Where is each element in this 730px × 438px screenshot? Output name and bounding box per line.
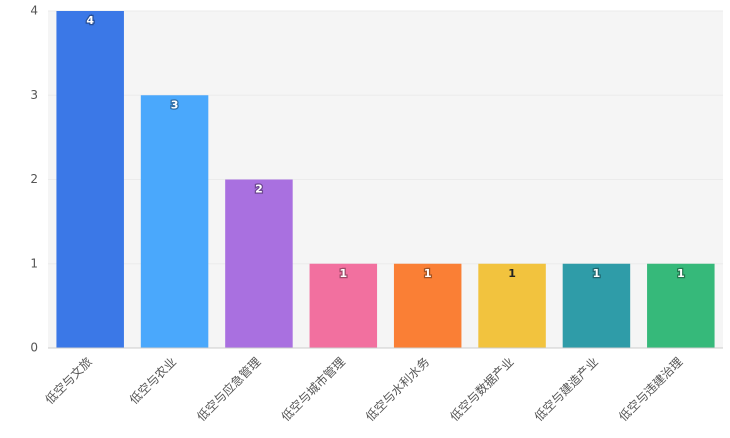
value-label: 2: [255, 183, 263, 196]
y-tick-label: 3: [30, 88, 38, 102]
x-tick-label: 低空与应急管理: [194, 354, 264, 424]
x-tick-label: 低空与文旅: [42, 354, 95, 407]
x-tick-label: 低空与农业: [127, 355, 179, 407]
y-tick-label: 0: [30, 341, 38, 355]
value-label: 1: [677, 267, 685, 280]
bar: [140, 95, 209, 348]
bar: [393, 263, 462, 348]
value-label: 4: [86, 14, 94, 27]
x-tick-label: 低空与城市管理: [278, 354, 348, 424]
bar: [309, 263, 378, 348]
y-tick-label: 2: [30, 172, 38, 186]
x-tick-label: 低空与建造产业: [532, 355, 601, 424]
value-label: 1: [508, 267, 516, 280]
x-tick-label: 低空与数据产业: [447, 354, 517, 424]
bar: [225, 179, 293, 348]
value-label: 3: [171, 98, 179, 111]
value-label: 1: [593, 267, 601, 280]
bar: [647, 263, 715, 348]
bar: [56, 11, 124, 348]
bar: [478, 263, 546, 348]
value-label: 1: [339, 267, 347, 280]
y-tick-label: 1: [30, 256, 38, 270]
y-tick-label: 4: [30, 4, 38, 18]
x-tick-label: 低空与违建治理: [616, 355, 685, 424]
bar: [562, 263, 631, 348]
value-label: 1: [424, 267, 432, 280]
x-tick-label: 低空与水利水务: [362, 354, 432, 424]
